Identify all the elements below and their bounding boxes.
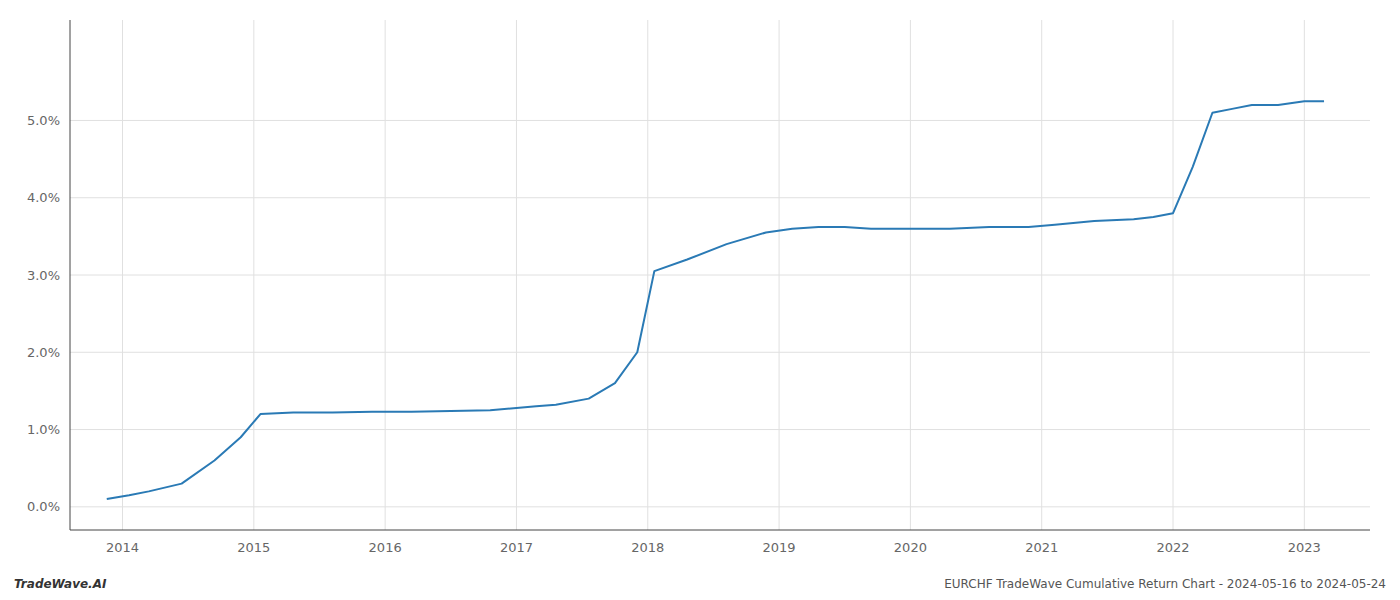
y-grid-line [70, 506, 1370, 507]
axes: 2014 2015 2016 2017 2018 2019 2020 2021 2022 2023… [27, 20, 1370, 555]
chart-container: 2014 2015 2016 2017 2018 2019 2020 2021 2022 2023… [0, 0, 1400, 600]
footer-left: TradeWave.AI [14, 577, 107, 591]
grid [70, 20, 1370, 530]
y-grid-line [70, 275, 1370, 276]
x-tick-label: 2016 [369, 540, 402, 555]
y-grid-line [70, 120, 1370, 121]
y-tick-label: 1.0% [27, 422, 60, 437]
x-tick-label: 2017 [500, 540, 533, 555]
y-grid-line [70, 429, 1370, 430]
y-tick-label: 3.0% [27, 268, 60, 283]
x-tick-label: 2014 [106, 540, 139, 555]
x-axis-line [70, 530, 1370, 531]
x-tick-label: 2021 [1025, 540, 1058, 555]
line-series [107, 101, 1324, 499]
y-axis-line [70, 20, 71, 530]
x-tick-label: 2018 [631, 540, 664, 555]
x-tick-label: 2022 [1156, 540, 1189, 555]
x-tick-label: 2015 [237, 540, 270, 555]
x-tick-label: 2023 [1288, 540, 1321, 555]
chart: 2014 2015 2016 2017 2018 2019 2020 2021 2022 2023… [0, 0, 1400, 600]
x-tick-label: 2020 [894, 540, 927, 555]
y-grid-line [70, 197, 1370, 198]
y-tick-label: 2.0% [27, 345, 60, 360]
y-grid-line [70, 352, 1370, 353]
y-tick-label: 0.0% [27, 499, 60, 514]
y-tick-label: 4.0% [27, 190, 60, 205]
x-tick-label: 2019 [763, 540, 796, 555]
plot-area [107, 101, 1324, 499]
background [0, 0, 1400, 600]
y-tick-label: 5.0% [27, 113, 60, 128]
footer-right: EURCHF TradeWave Cumulative Return Chart… [944, 577, 1386, 591]
